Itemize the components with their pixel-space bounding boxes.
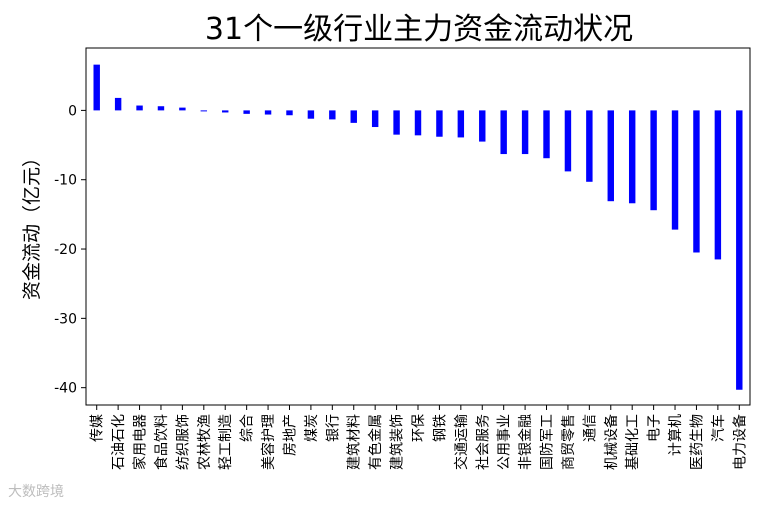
x-tick-label: 基础化工 <box>624 414 641 470</box>
bar <box>286 110 293 116</box>
x-tick-label: 农林牧渔 <box>197 414 213 470</box>
chart-title: 31个一级行业主力资金流动状况 <box>204 12 634 47</box>
bar <box>243 110 250 114</box>
bar <box>607 110 614 202</box>
bar <box>586 110 593 182</box>
bar <box>179 107 186 111</box>
y-tick-label: 0 <box>68 103 77 119</box>
x-tick-label: 环保 <box>411 414 427 442</box>
bar <box>114 97 122 111</box>
x-tick-label: 食品饮料 <box>153 414 170 470</box>
bar <box>371 110 379 128</box>
bar <box>436 110 443 137</box>
y-axis-ticks: 0 -10 -20 -30 -40 <box>54 103 86 397</box>
bar <box>671 110 679 230</box>
x-tick-label: 煤炭 <box>304 414 320 442</box>
y-tick-label: -30 <box>54 311 77 327</box>
bar <box>307 110 315 119</box>
bar <box>393 110 400 135</box>
bar <box>693 110 700 253</box>
bar <box>628 110 636 204</box>
bar <box>157 106 165 111</box>
x-tick-label: 建筑装饰 <box>390 414 406 470</box>
x-tick-label: 社会服务 <box>475 414 491 470</box>
x-tick-label: 国防军工 <box>540 414 556 470</box>
x-tick-label: 石油石化 <box>111 414 127 470</box>
x-tick-label: 建筑材料 <box>347 414 363 470</box>
bar <box>329 110 336 120</box>
x-tick-label: 有色金属 <box>367 414 384 470</box>
y-tick-label: -40 <box>54 381 77 397</box>
x-tick-label: 美容护理 <box>260 414 277 470</box>
x-tick-label: 公用事业 <box>497 414 513 470</box>
x-tick-label: 轻工制造 <box>218 414 234 470</box>
bar <box>264 110 272 115</box>
x-tick-label: 医药生物 <box>689 414 705 470</box>
bar <box>714 110 722 260</box>
bar <box>414 110 422 136</box>
bar <box>200 110 208 112</box>
bar <box>521 110 529 155</box>
bar <box>93 64 100 111</box>
x-tick-label: 房地产 <box>282 414 298 456</box>
x-tick-label: 交通运输 <box>453 414 470 470</box>
x-tick-label: 传媒 <box>90 414 106 442</box>
x-tick-label: 计算机 <box>668 414 684 456</box>
x-tick-label: 银行 <box>325 414 341 442</box>
bar <box>479 110 486 142</box>
x-tick-label: 非银金融 <box>518 414 534 470</box>
bar <box>736 110 743 390</box>
bar <box>136 105 143 111</box>
watermark: 大数跨境 <box>8 484 64 500</box>
bar <box>564 110 572 172</box>
x-tick-label: 汽车 <box>710 414 727 442</box>
x-tick-label: 钢铁 <box>432 414 448 442</box>
y-tick-label: -20 <box>54 242 77 258</box>
x-tick-label: 综合 <box>240 414 256 442</box>
y-axis-title: 资金流动（亿元） <box>21 148 43 300</box>
y-tick-label: -10 <box>54 173 77 189</box>
bars <box>93 64 743 390</box>
x-tick-label: 电力设备 <box>731 414 748 470</box>
x-tick-label: 通信 <box>582 414 598 442</box>
x-tick-label: 机械设备 <box>603 414 620 470</box>
bar <box>222 110 229 113</box>
x-tick-label: 纺织服饰 <box>175 414 191 470</box>
x-tick-label: 电子 <box>647 414 663 442</box>
x-tick-label: 商贸零售 <box>561 414 577 470</box>
plot-frame <box>85 47 751 406</box>
bar <box>457 110 465 138</box>
bar <box>350 110 357 123</box>
bar <box>650 110 657 211</box>
x-tick-label: 家用电器 <box>132 414 149 470</box>
x-axis-ticks: 传媒 石油石化 家用电器 食品饮料 纺织服饰 农林牧渔 轻工制造 综合 美容护理 房地产 煤炭 银行建… <box>90 405 748 470</box>
bar <box>500 110 507 155</box>
bar <box>543 110 550 159</box>
